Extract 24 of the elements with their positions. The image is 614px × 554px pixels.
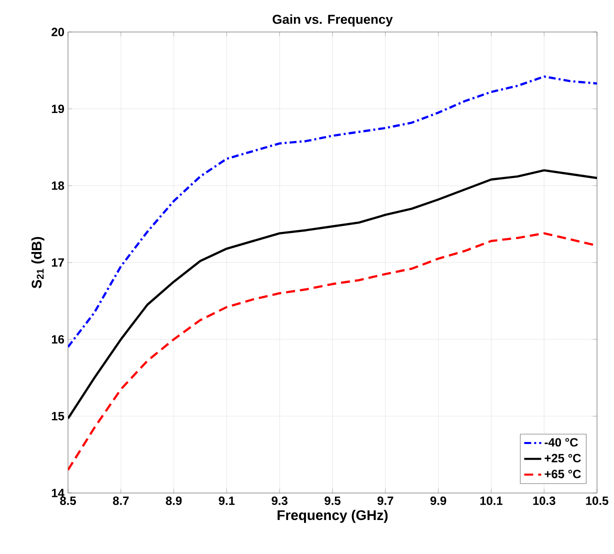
x-tick-label: 10.1 — [480, 496, 502, 505]
y-axis-title: S$_{21}$ (dB) — [31, 236, 44, 288]
y-tick-label: 20 — [52, 28, 64, 36]
y-tick-label: 17 — [52, 258, 64, 267]
y-tick-label: 18 — [52, 181, 64, 190]
x-tick-label: 9.7 — [378, 496, 394, 505]
x-tick-label: 9.5 — [324, 496, 340, 505]
chart-title: Gain vs. Frequency — [272, 14, 393, 26]
x-tick-label: 9.3 — [272, 496, 288, 506]
x-tick-label: 8.5 — [60, 496, 76, 505]
y-tick-label: 19 — [52, 104, 64, 114]
y-tick-label: 16 — [52, 335, 64, 344]
x-tick-label: 9.9 — [430, 496, 446, 505]
x-tick-label: 8.7 — [112, 496, 129, 505]
legend-label: +65 °C — [544, 470, 581, 478]
x-tick-label: 8.9 — [166, 496, 182, 505]
legend-label: +25 °C — [544, 454, 581, 462]
x-tick-label: 10.5 — [586, 496, 608, 505]
legend-label: -40 °C — [544, 438, 578, 447]
x-tick-label: 10.3 — [533, 496, 556, 506]
x-axis-title: Frequency (GHz) — [278, 510, 388, 523]
y-tick-label: 14 — [52, 488, 64, 498]
x-tick-label: 9.1 — [218, 496, 235, 505]
y-tick-label: 15 — [52, 412, 64, 420]
